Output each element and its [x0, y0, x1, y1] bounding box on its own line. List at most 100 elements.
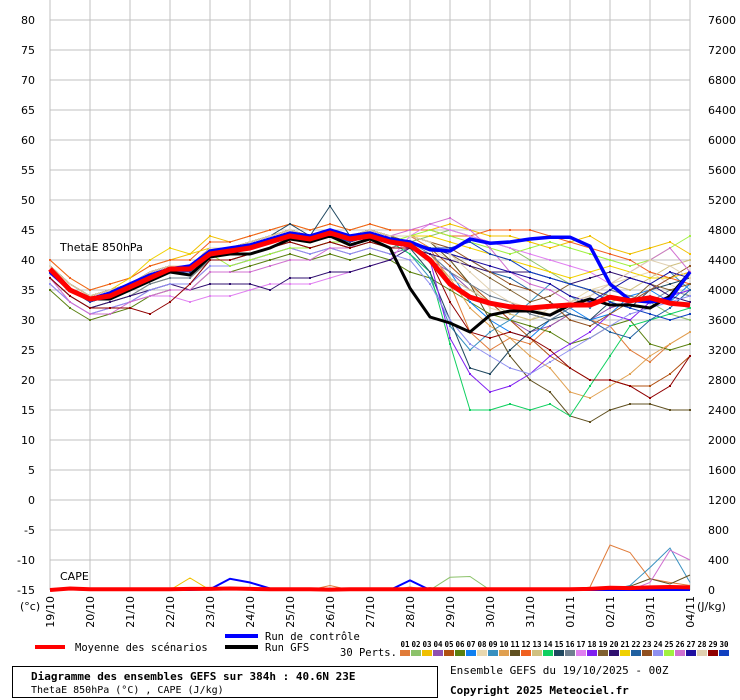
pert-14-point [449, 343, 451, 345]
pert-29-point [369, 241, 371, 243]
x-tick-label: 01/11 [564, 596, 577, 628]
pert-29-point [89, 307, 91, 309]
pert-29-point [609, 379, 611, 381]
pert-29-point [329, 241, 331, 243]
pert-06-point [449, 289, 451, 291]
pert-10-point [629, 373, 631, 375]
pert-25-point [509, 253, 511, 255]
pert-13-point [449, 277, 451, 279]
x-tick-label: 28/10 [404, 596, 417, 628]
pert-30-point [649, 313, 651, 315]
pert-24-point [369, 247, 371, 249]
pert-01-point [529, 343, 531, 345]
pert-18-point [569, 343, 571, 345]
x-tick-label: 20/10 [84, 596, 97, 628]
pert-17-point [309, 283, 311, 285]
pert-18-point [489, 391, 491, 393]
pert-26-point [329, 247, 331, 249]
y-tick-label-left: -10 [17, 554, 35, 567]
pert-16-point [549, 319, 551, 321]
pert-17-point [249, 289, 251, 291]
pert-20-point [469, 265, 471, 267]
pert-28-point [469, 271, 471, 273]
pert-20-point [229, 283, 231, 285]
pert-28-point [389, 235, 391, 237]
y-tick-label-right: 3200 [708, 344, 736, 357]
pert-17-point [509, 247, 511, 249]
pert-20-point [589, 277, 591, 279]
grid [49, 0, 691, 591]
pert-16-point [489, 295, 491, 297]
pert-27-point [589, 301, 591, 303]
ensemble-mean-line [48, 230, 691, 311]
pert-29-point [449, 301, 451, 303]
legend-pert-number: 14 [543, 640, 553, 649]
legend-pert-swatch [587, 650, 597, 656]
pert-29-point [589, 379, 591, 381]
pert-30-point [689, 313, 691, 315]
pert-06-point [529, 325, 531, 327]
pert-26-point [549, 289, 551, 291]
pert-14-point [509, 403, 511, 405]
pert-14-point [589, 385, 591, 387]
pert-21-point [149, 259, 151, 261]
left-axis-unit: (°c) [20, 600, 40, 613]
pert-12-point [69, 277, 71, 279]
pert-18-point [509, 385, 511, 387]
pert-28-point [169, 265, 171, 267]
pert-21-point [649, 277, 651, 279]
pert-30-point [349, 241, 351, 243]
pert-26-point [669, 247, 671, 249]
pert-26-point [149, 295, 151, 297]
pert-22-point [609, 331, 611, 333]
pert-11-point [629, 403, 631, 405]
y-tick-label-right: 2000 [708, 434, 736, 447]
pert-21-point [589, 271, 591, 273]
y-tick-label-left: 10 [21, 434, 35, 447]
legend-pert-number: 02 [411, 640, 420, 649]
y-tick-label-left: 30 [21, 314, 35, 327]
pert-11-point [609, 409, 611, 411]
title-box: Diagramme des ensembles GEFS sur 384h : … [12, 666, 438, 698]
pert-30-point [89, 301, 91, 303]
pert-29-point [189, 283, 191, 285]
legend-perts-label: 30 Perts. [340, 647, 397, 659]
legend-pert-number: 19 [598, 640, 608, 649]
pert-10-point [609, 385, 611, 387]
pert-19-point [689, 283, 691, 285]
pert-24-point [209, 265, 211, 267]
pert-12-point [89, 289, 91, 291]
pert-11-point [649, 403, 651, 405]
pert-28-point [109, 289, 111, 291]
x-tick-label: 03/11 [644, 596, 657, 628]
pert-14-point [469, 409, 471, 411]
x-axis-date-ticks: 19/10 20/10 21/10 22/10 23/10 24/10 25/10 26/10… [44, 596, 697, 628]
pert-20-point [309, 277, 311, 279]
legend-pert-swatch [411, 650, 421, 656]
x-tick-label: 19/10 [44, 596, 57, 628]
perturbation-legend: 01 02 03 04 05 06 07 08 09 10 11 12 13 14 15 16 17 18 19 20… [400, 640, 729, 656]
pert-12-point [189, 259, 191, 261]
pert-30-point [469, 241, 471, 243]
pert-24-point [529, 373, 531, 375]
pert-03-point [529, 241, 531, 243]
legend-pert-number: 09 [488, 640, 498, 649]
pert-11-point [669, 409, 671, 411]
pert-18-point [549, 355, 551, 357]
legend-pert-swatch [708, 650, 718, 656]
y-tick-label-left: 55 [21, 164, 35, 177]
pert-23-point [589, 325, 591, 327]
y-tick-label-left: 70 [21, 74, 35, 87]
pert-26-point [109, 313, 111, 315]
pert-22-point [509, 277, 511, 279]
pert-28-point [649, 259, 651, 261]
pert-18-point [469, 373, 471, 375]
y-tick-label-right: 5200 [708, 194, 736, 207]
legend-pert-swatch [642, 650, 652, 656]
pert-06-point [409, 271, 411, 273]
legend-pert-number: 28 [697, 640, 707, 649]
pert-25-point [569, 247, 571, 249]
y-tick-label-right: 800 [708, 524, 729, 537]
pert-11-point [589, 421, 591, 423]
